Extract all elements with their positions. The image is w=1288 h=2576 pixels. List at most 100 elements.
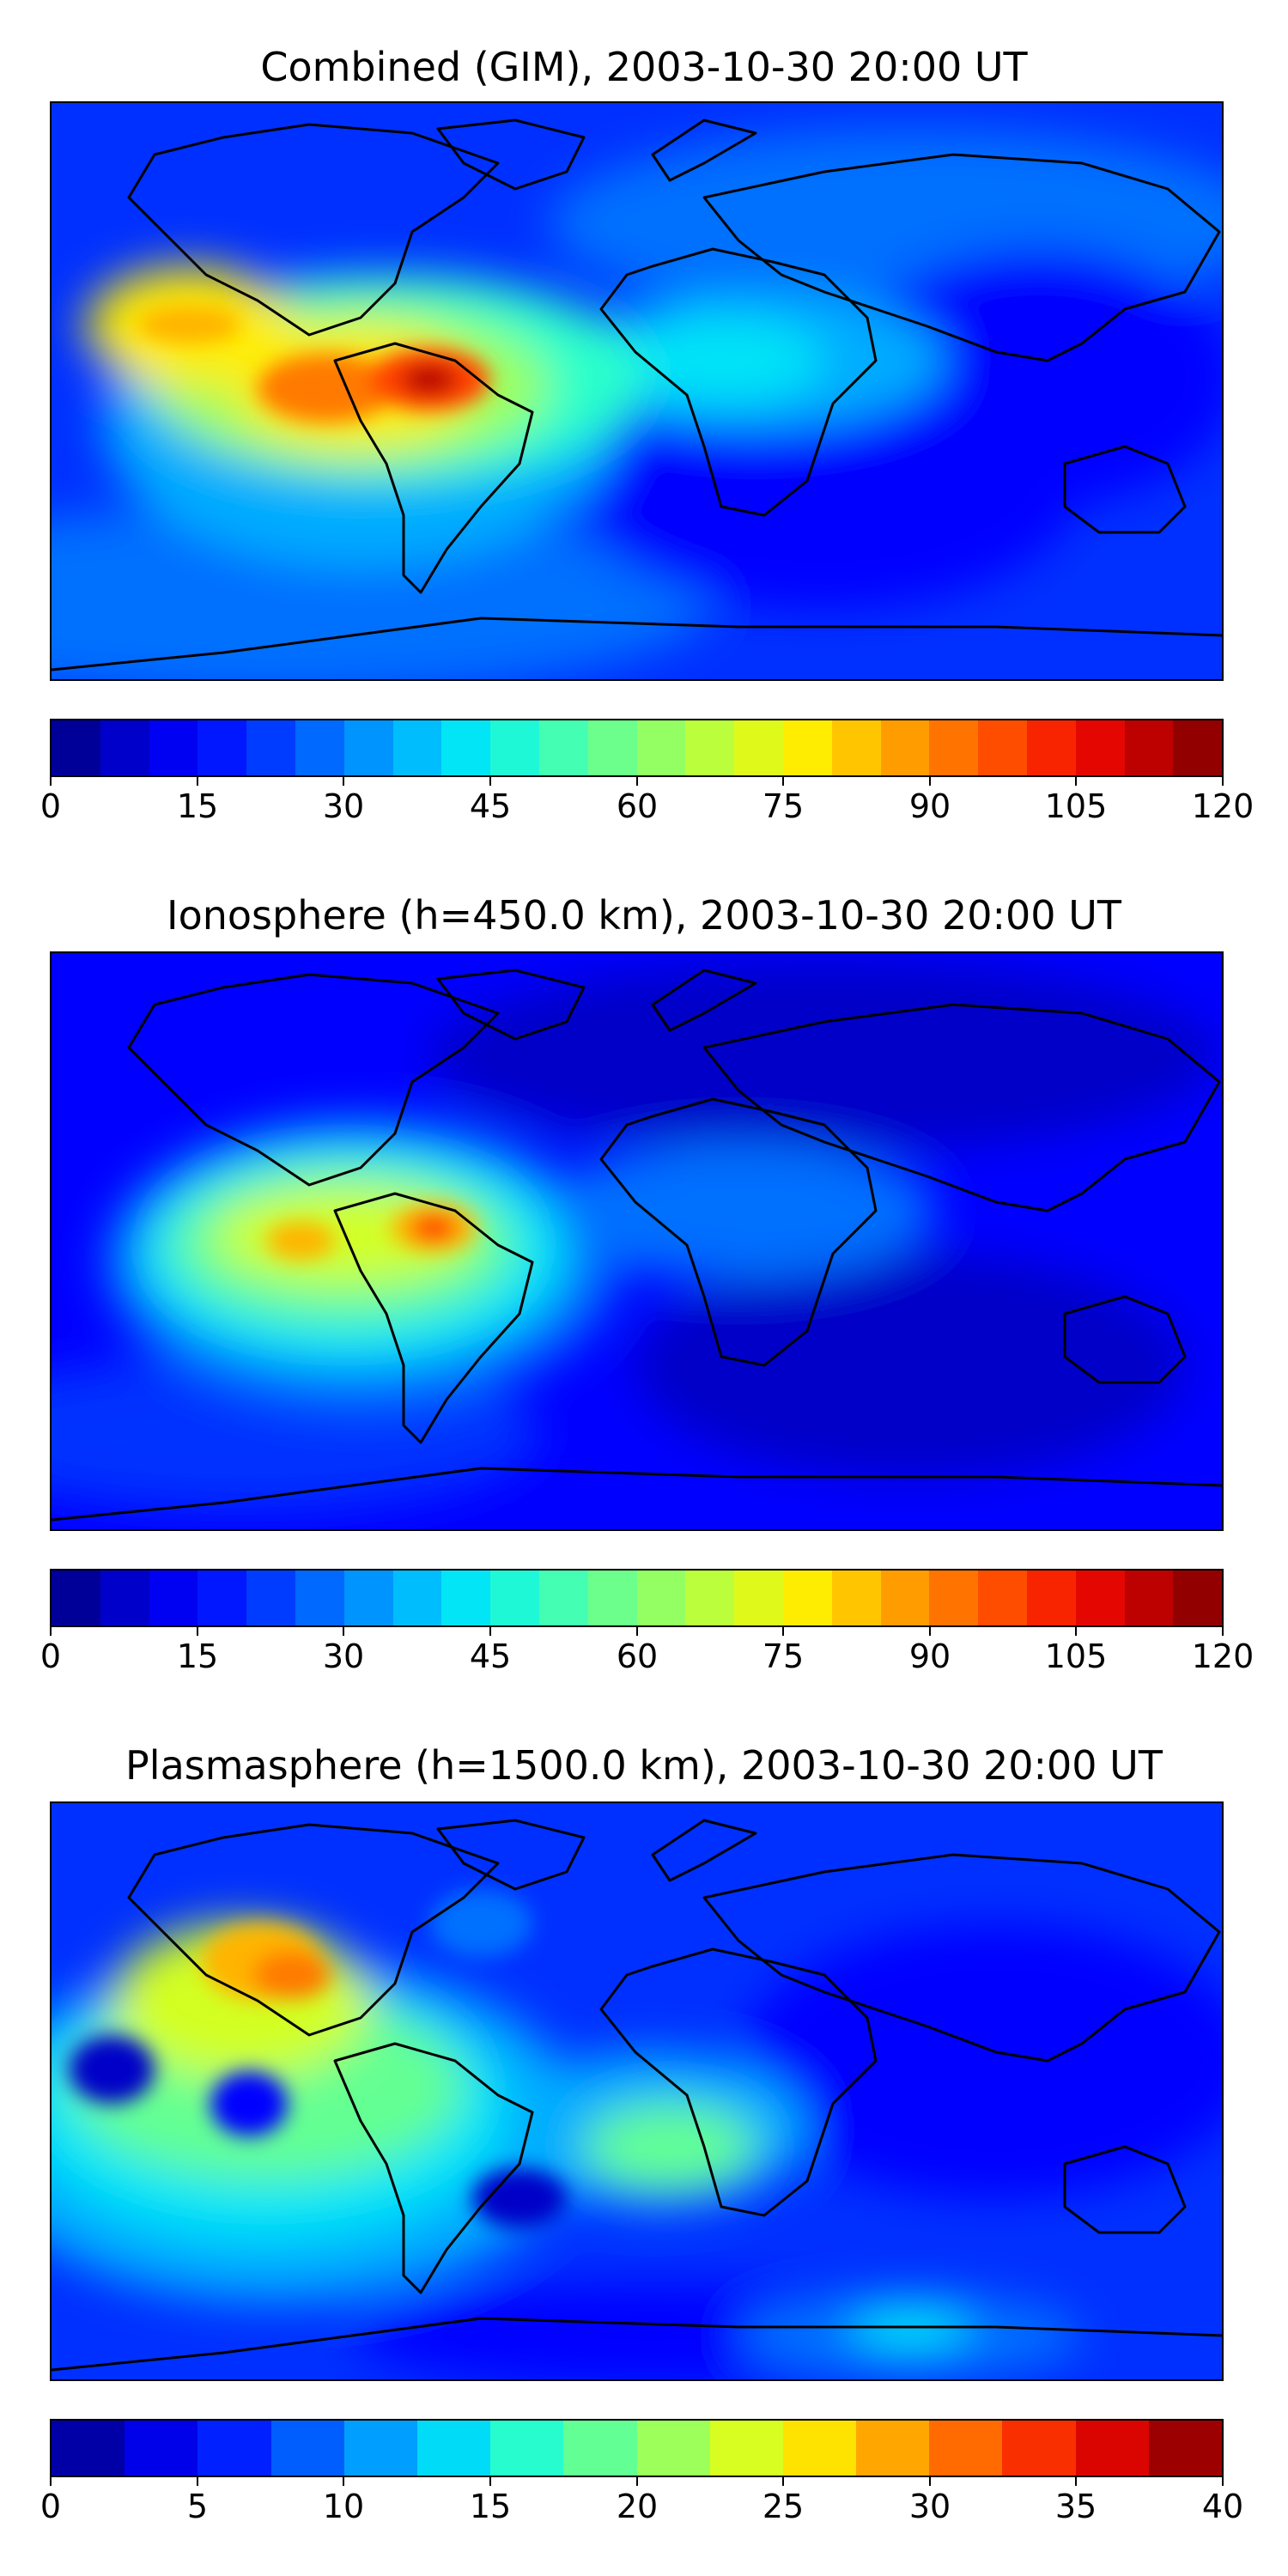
colorbar-tick-label: 90 [908,1637,951,1675]
colorbar-segment [929,2421,1003,2476]
coastlines [52,969,1222,1522]
colorbar-segment [100,720,149,775]
colorbar-tick-label: 20 [616,2488,659,2525]
colorbar-segment [490,720,539,775]
colorbar-tick-mark [197,2477,198,2486]
colorbar-segment [709,2421,783,2476]
panel-1-colorbar [50,719,1224,777]
colorbar-segment [197,2421,271,2476]
colorbar-segment [1148,2421,1222,2476]
colorbar-segment [1173,1571,1222,1625]
colorbar-tick-mark [1075,777,1077,786]
colorbar-tick-label: 60 [616,1637,659,1675]
colorbar-segment [1002,2421,1076,2476]
panel-2-map [50,951,1224,1531]
tec-peaks [137,306,489,422]
colorbar-tick-label: 120 [1191,787,1255,825]
colorbar-tick-mark [343,1627,344,1636]
colorbar-tick-label: 30 [322,787,365,825]
colorbar-segment [685,720,735,775]
panel-3-title: Plasmasphere (h=1500.0 km), 2003-10-30 2… [125,1742,1163,1789]
colorbar-tick-mark [929,2477,931,2486]
panel-2-colorbar-ticks: 0 15 30 45 60 75 90 105 120 [40,1627,1254,1674]
panel-1-map-svg [52,103,1222,679]
colorbar-segment [782,2421,857,2476]
colorbar-tick-label: 45 [469,787,512,825]
colorbar-tick-label: 105 [1044,1637,1108,1675]
colorbar-tick-label: 0 [39,1637,62,1675]
colorbar-segment [392,1571,442,1625]
colorbar-tick-label: 30 [322,1637,365,1675]
colorbar-tick-mark [929,777,931,786]
colorbar-segment [149,1571,198,1625]
colorbar-segment [441,720,491,775]
colorbar-tick-label: 15 [176,787,219,825]
colorbar-tick-mark [197,1627,198,1636]
panel-2-map-svg [52,953,1222,1529]
colorbar-segment [1026,1571,1076,1625]
colorbar-tick-label: 45 [469,1637,512,1675]
colorbar-segment [52,720,100,775]
colorbar-tick-mark [1075,1627,1077,1636]
colorbar-tick-label: 90 [908,787,951,825]
colorbar-segment [149,720,198,775]
colorbar-tick-mark [50,1627,52,1636]
colorbar-tick-label: 0 [39,787,62,825]
colorbar-tick-mark [197,777,198,786]
colorbar-tick-mark [50,777,52,786]
panel-3-colorbar [50,2419,1224,2477]
colorbar-segment [929,1571,979,1625]
colorbar-tick-label: 25 [762,2488,805,2525]
colorbar-tick-label: 0 [39,2488,62,2525]
colorbar-segment [782,720,832,775]
colorbar-segment [831,720,881,775]
colorbar-segment [246,1571,295,1625]
colorbar-tick-label: 75 [762,787,805,825]
panel-3-map-svg [52,1803,1222,2379]
colorbar-tick-label: 60 [616,787,659,825]
panel-2-title: Ionosphere (h=450.0 km), 2003-10-30 20:0… [167,892,1121,939]
colorbar-segment [636,1571,686,1625]
colorbar-segment [441,1571,491,1625]
colorbar-segment [831,1571,881,1625]
colorbar-segment [636,2421,710,2476]
colorbar-segment [880,720,930,775]
panel-3-colorbar-ticks: 0 5 10 15 20 25 30 35 40 [40,2477,1243,2524]
colorbar-tick-label: 75 [762,1637,805,1675]
colorbar-tick-mark [782,777,784,786]
colorbar-segment [52,2421,125,2476]
colorbar-segment [197,720,247,775]
colorbar-tick-mark [489,777,491,786]
panel-3-map [50,1801,1224,2381]
colorbar-segment [538,1571,588,1625]
colorbar-segment [563,2421,637,2476]
colorbar-tick-mark [489,1627,491,1636]
colorbar-tick-mark [782,1627,784,1636]
colorbar-segment [100,1571,149,1625]
tec-peaks [69,1889,567,2228]
colorbar-segment [197,1571,247,1625]
colorbar-segment [490,1571,539,1625]
colorbar-segment [343,720,393,775]
colorbar-segment [125,2421,198,2476]
colorbar-segment [978,720,1027,775]
colorbar-segment [929,720,979,775]
colorbar-tick-mark [343,777,344,786]
colorbar-segment [392,720,442,775]
colorbar-segment [1124,1571,1174,1625]
colorbar-tick-mark [636,2477,638,2486]
tec-peaks [266,1204,477,1260]
colorbar-tick-label: 35 [1054,2488,1097,2525]
coastlines [52,118,1222,671]
colorbar-tick-mark [489,2477,491,2486]
colorbar-segment [856,2421,930,2476]
colorbar-tick-label: 105 [1044,787,1108,825]
colorbar-tick-label: 15 [176,1637,219,1675]
colorbar-segment [1075,2421,1149,2476]
colorbar-tick-label: 120 [1191,1637,1255,1675]
colorbar-segment [734,1571,783,1625]
panel-1-title: Combined (GIM), 2003-10-30 20:00 UT [260,44,1028,90]
colorbar-segment [587,720,637,775]
colorbar-segment [685,1571,735,1625]
colorbar-tick-mark [1075,2477,1077,2486]
